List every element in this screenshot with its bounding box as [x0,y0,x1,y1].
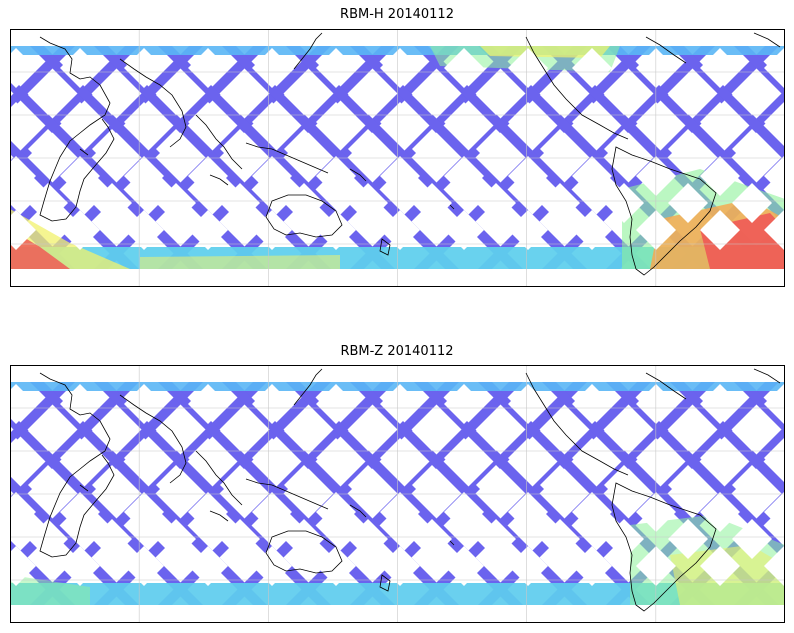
map-frame [10,29,785,287]
coastlines [39,368,781,612]
graticule [10,365,785,623]
map-title: RBM-Z 20140112 [340,344,454,359]
swath-map [10,29,785,287]
coverage-gaps [10,48,785,250]
map-border [10,29,785,287]
coverage-gaps [10,384,785,586]
map-frame [10,365,785,623]
swath-map [10,365,785,623]
map-border [10,365,785,623]
map-title: RBM-H 20140112 [340,7,454,22]
coastlines [39,32,781,276]
satellite-swaths [10,382,785,605]
